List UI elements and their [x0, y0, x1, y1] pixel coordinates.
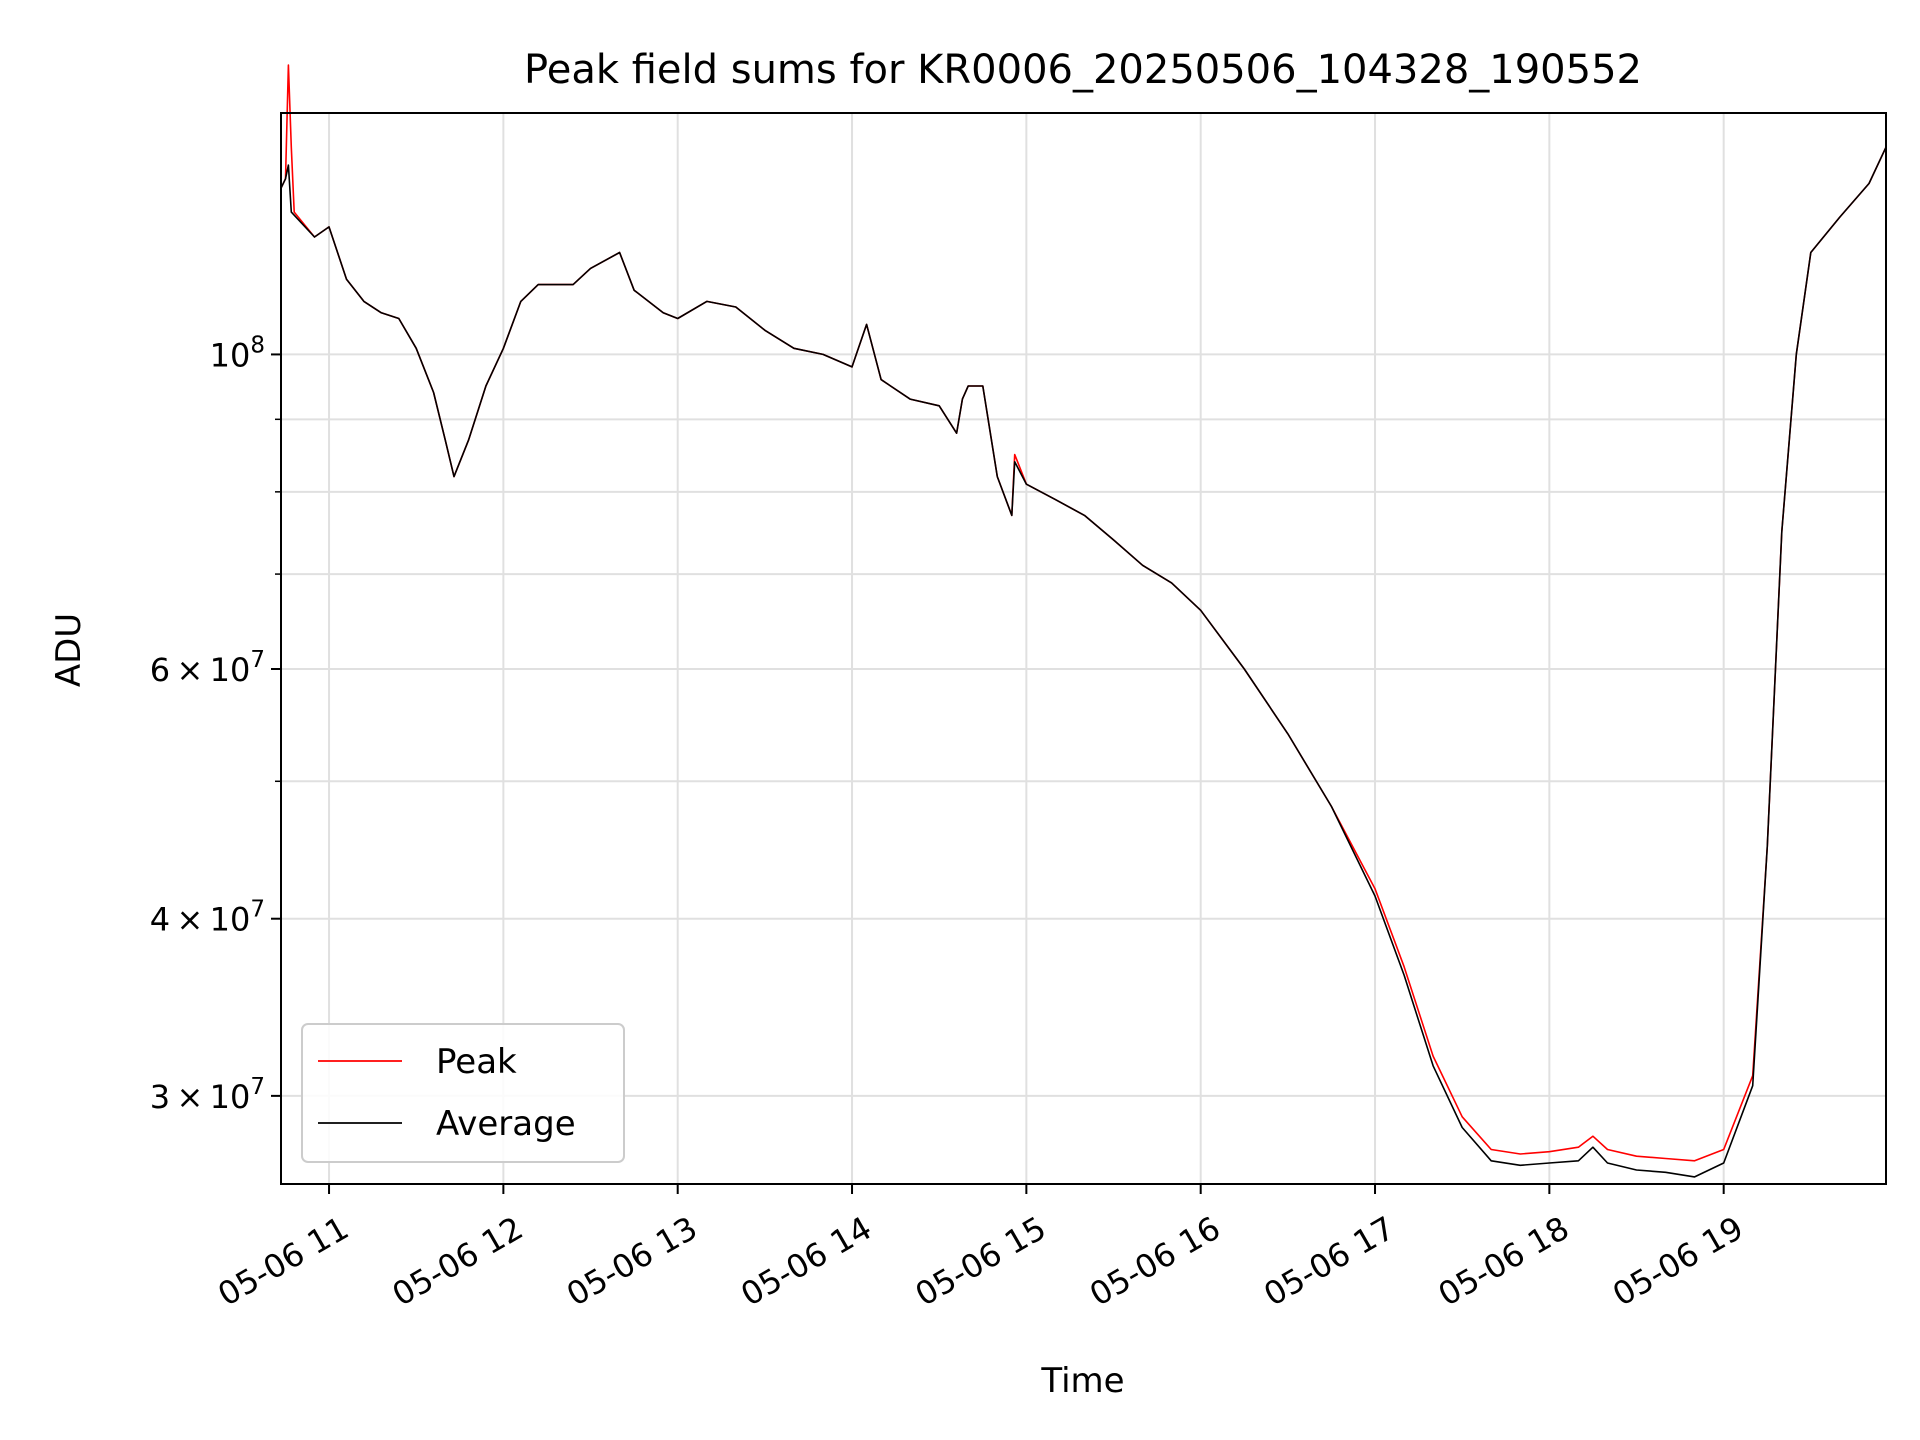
plot-frame [280, 112, 1887, 1185]
y-tick-label: 3 × 107 [150, 1074, 265, 1116]
legend-box [301, 1023, 625, 1163]
y-axis: 3 × 107 4 × 107 6 × 107 108 [150, 332, 281, 1116]
series-lines [280, 64, 1887, 1178]
y-tick-label: 108 [210, 332, 265, 374]
y-tick-label: 6 × 107 [150, 647, 265, 689]
legend: Peak Average [301, 1023, 625, 1163]
y-tick-label: 4 × 107 [150, 897, 265, 939]
x-axis-label: Time [1040, 1361, 1124, 1401]
y-axis-label: ADU [49, 613, 89, 687]
chart-title: Peak field sums for KR0006_20250506_1043… [524, 47, 1642, 93]
series-line-average [280, 146, 1887, 1178]
legend-label-peak: Peak [436, 1042, 517, 1082]
legend-label-average: Average [436, 1104, 576, 1144]
grid [281, 113, 1886, 1184]
